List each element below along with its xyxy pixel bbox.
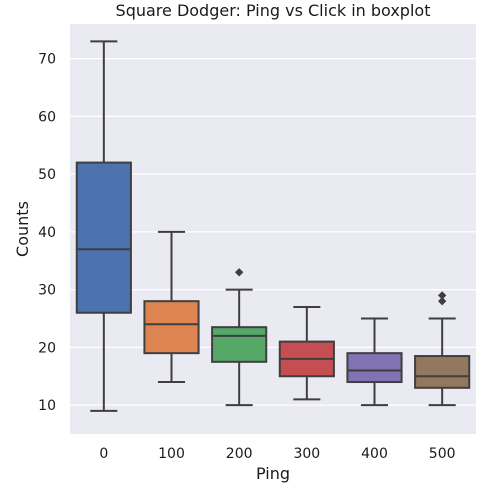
outlier-point [437,291,447,300]
box-group [143,230,200,384]
outlier-point [437,296,447,306]
box [211,326,268,363]
y-tick-label: 20 [38,340,56,356]
box [346,352,403,384]
y-tick-label: 70 [38,52,56,68]
outlier-point [234,268,244,277]
box-layer [75,40,471,412]
box [75,161,132,314]
y-axis-label: Counts [13,201,32,257]
box-group [211,268,268,407]
box-group [346,317,403,407]
x-tick-label: 500 [429,446,456,462]
plot-background [70,24,476,434]
y-tick-label: 50 [38,167,56,183]
box-group [414,291,471,407]
tick-layer: 10 20 30 40 50 60 70 0 100 200 300 400 500 [38,52,455,462]
x-tick-label: 200 [226,446,253,462]
chart-title: Square Dodger: Ping vs Click in boxplot [116,1,431,20]
box [143,300,200,355]
x-tick-label: 100 [158,446,185,462]
x-axis-label: Ping [256,464,290,483]
y-tick-label: 30 [38,283,56,299]
grid-layer [70,58,476,406]
box-group [75,40,132,412]
box-group [278,305,335,401]
y-tick-label: 60 [38,109,56,125]
y-tick-label: 40 [38,225,56,241]
y-tick-label: 10 [38,398,56,414]
x-tick-label: 400 [361,446,388,462]
box [414,355,471,389]
x-tick-label: 0 [99,446,108,462]
x-tick-label: 300 [293,446,320,462]
